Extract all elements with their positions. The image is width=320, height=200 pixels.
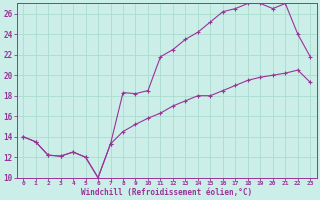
X-axis label: Windchill (Refroidissement éolien,°C): Windchill (Refroidissement éolien,°C)	[81, 188, 252, 197]
